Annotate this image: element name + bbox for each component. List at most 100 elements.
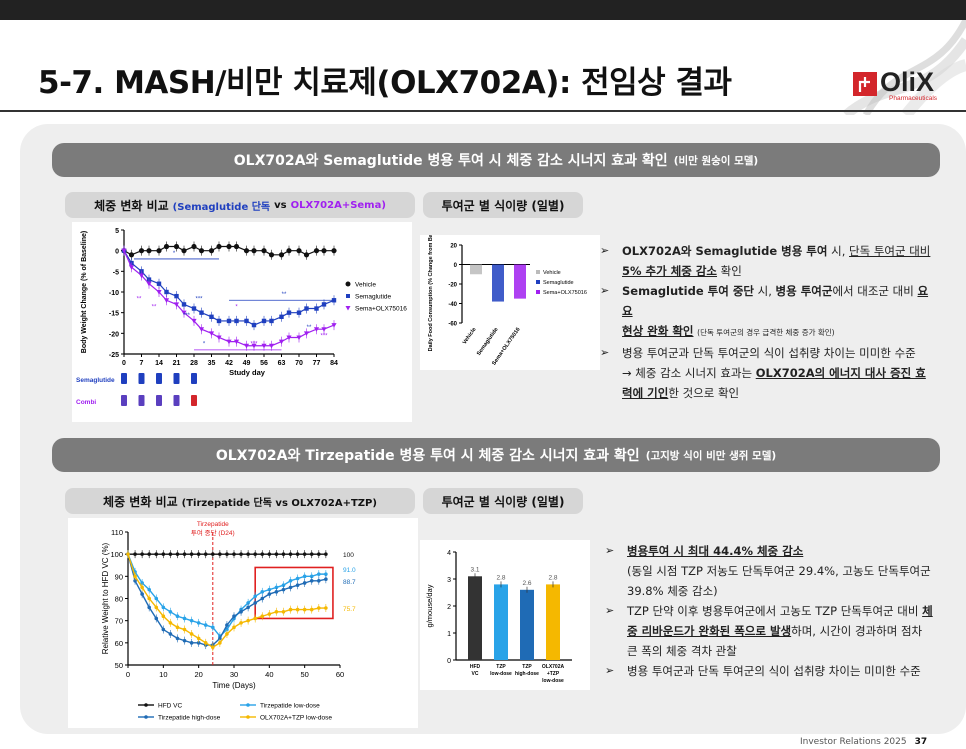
y-axis-label: g/mouse/day [425, 584, 434, 627]
data-point [296, 248, 302, 254]
data-point [216, 318, 222, 324]
data-point [154, 596, 159, 601]
data-point [232, 614, 236, 619]
data-point [288, 578, 293, 583]
data-point [233, 339, 240, 345]
section1-banner-text: OLX702A와 Semaglutide 병용 투여 시 체중 감소 시너지 효… [233, 153, 668, 169]
data-point [239, 621, 243, 625]
syringe-icon [173, 395, 180, 406]
data-point [274, 552, 279, 556]
s2b2b: 체 [922, 604, 933, 618]
data-point [203, 552, 208, 556]
section2-banner-text: OLX702A와 Tirzepatide 병용 투여 시 체중 감소 시너지 효… [215, 448, 640, 464]
data-point [161, 605, 166, 610]
end-value-label: 91.0 [343, 567, 356, 574]
s2b1: 병용투여 시 최대 44.4% 체중 감소 [627, 544, 804, 558]
y-tick-label: -20 [448, 283, 457, 289]
data-point [211, 645, 215, 650]
data-point [324, 552, 328, 556]
data-point [218, 552, 222, 556]
value-label: 2.6 [522, 580, 531, 587]
data-point [138, 273, 145, 279]
bar [470, 264, 482, 275]
y-tick-label: 2 [447, 604, 451, 611]
section2-food-subhead: 투여군 별 식이량 (일별) [423, 488, 583, 514]
x-tick-label: 70 [295, 360, 303, 367]
data-point [278, 339, 285, 345]
x-axis-label: Time (Days) [212, 681, 256, 690]
y-tick-label: 5 [115, 228, 119, 235]
y-axis-label: Body Weight Change (% of Baseline) [81, 231, 88, 353]
x-tick-label: OLX702A [542, 664, 565, 670]
data-point [260, 590, 265, 594]
y-tick-label: 1 [447, 631, 451, 638]
data-point [281, 587, 286, 592]
syringe-icon [121, 395, 127, 406]
data-point [191, 243, 197, 250]
data-point [128, 252, 135, 258]
value-label: 2.8 [496, 574, 505, 581]
data-point [309, 574, 314, 579]
data-point [181, 248, 187, 254]
data-point [331, 248, 337, 254]
y-tick-label: 100 [110, 550, 123, 559]
section2-bullet-3: 병용 투여군과 단독 투여군의 식이 섭취량 차이는 미미한 수준 [605, 661, 935, 681]
data-point [175, 636, 180, 641]
data-point [225, 552, 229, 556]
data-point [208, 248, 215, 254]
legend-marker [536, 290, 540, 294]
data-point [309, 552, 314, 556]
data-point [208, 331, 215, 336]
logo-mark-icon [853, 72, 877, 96]
x-tick-label: 40 [265, 670, 273, 679]
data-point [324, 606, 328, 610]
x-tick-label: 77 [313, 360, 321, 367]
legend-marker [144, 703, 148, 707]
data-point [314, 306, 319, 311]
y-tick-label: 0 [115, 249, 119, 256]
s1b2e: 요요 [622, 284, 929, 318]
significance-mark: ** [282, 292, 287, 298]
data-point [154, 616, 159, 621]
data-point [175, 625, 180, 630]
data-point [218, 636, 222, 641]
legend-marker [246, 703, 250, 707]
s1b2g: (단독 투여군의 경우 급격한 체중 증가 확인) [697, 328, 835, 337]
section2-bullet-1: 병용투여 시 최대 44.4% 체중 감소 [605, 541, 935, 561]
data-point [198, 327, 205, 332]
data-point [286, 248, 292, 254]
data-point [126, 552, 130, 556]
y-tick-label: 0 [447, 658, 451, 665]
data-point [253, 552, 257, 556]
data-point [196, 641, 201, 645]
data-point [226, 243, 232, 250]
data-point [146, 248, 152, 254]
data-point [156, 281, 162, 286]
data-point [189, 552, 194, 556]
y-tick-label: 3 [447, 577, 451, 584]
logo-subtitle: Pharmaceuticals [889, 95, 938, 102]
data-point [251, 248, 257, 254]
data-point [226, 339, 232, 345]
data-point [218, 641, 222, 645]
data-point [288, 552, 293, 556]
section2-food-chart-svg: 43210g/mouse/day3.1HFDVC2.8TZPlow-dose2.… [425, 550, 572, 684]
data-point [225, 627, 229, 632]
significance-mark: *** [195, 296, 203, 302]
data-point [154, 552, 159, 556]
section1-bullet-3-cont2: 력에 기인한 것으로 확인 [600, 383, 935, 403]
s1b2a: Semaglutide 투여 중단 [622, 284, 754, 298]
section2-weight-chart: 110 100 90 80 70 60 50 0 10 20 30 40 50 60 Relative We… [68, 518, 418, 728]
significance-mark: ** [137, 296, 142, 302]
data-point [296, 335, 302, 341]
data-point [313, 327, 320, 332]
section1-food-subhead: 투여군 별 식이량 (일별) [423, 192, 583, 218]
section2-bullet-2-cont: 중 리바운드가 완화된 폭으로 발생하며, 시간이 경과하며 점차 [605, 621, 935, 641]
legend-label: Semaglutide [355, 294, 392, 301]
x-tick-label: 21 [173, 360, 181, 367]
data-point [168, 552, 173, 556]
section2-weight-subhead: 체중 변화 비교 (Tirzepatide 단독 vs OLX702A+TZP) [65, 488, 415, 514]
data-point [246, 605, 250, 610]
data-point [246, 618, 250, 623]
data-point [317, 552, 321, 556]
